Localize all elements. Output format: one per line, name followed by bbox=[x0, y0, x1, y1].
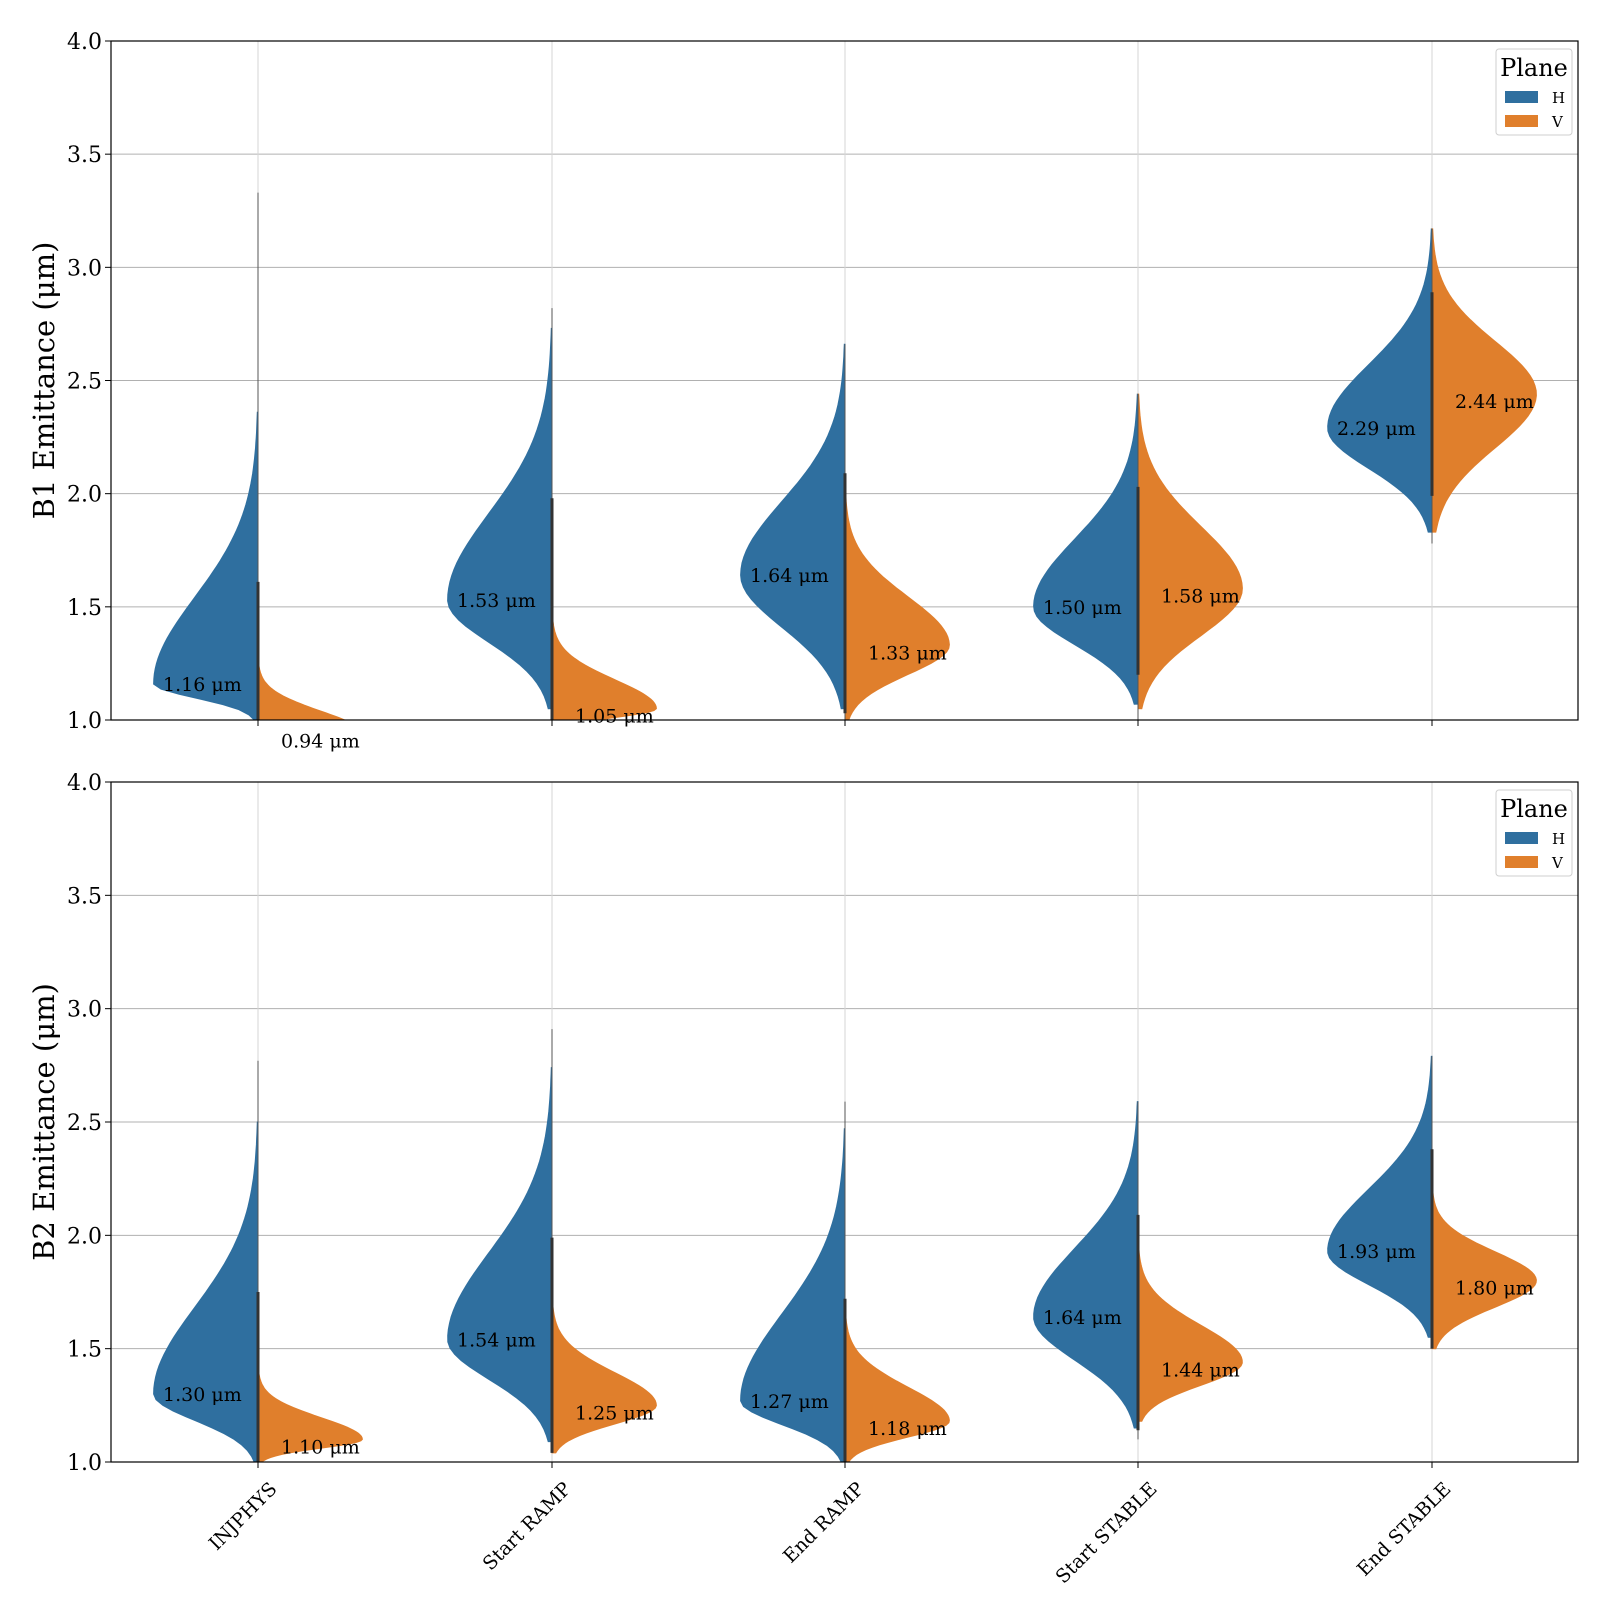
violin-v-5 bbox=[1431, 1189, 1537, 1350]
violin-v-4 bbox=[1137, 1246, 1243, 1422]
median-label: 1.93 μm bbox=[1337, 1241, 1416, 1263]
median-label: 2.44 μm bbox=[1455, 391, 1534, 413]
y-tick-label: 4.0 bbox=[67, 771, 102, 796]
median-label: 1.58 μm bbox=[1161, 586, 1240, 608]
median-label: 1.05 μm bbox=[575, 706, 654, 728]
y-tick-label: 1.0 bbox=[67, 1451, 102, 1476]
x-tick-label: INJPHYS bbox=[205, 1478, 282, 1555]
median-label: 1.30 μm bbox=[163, 1384, 242, 1406]
legend: Plane HV bbox=[1495, 48, 1573, 136]
legend-entry-v: V bbox=[1551, 113, 1564, 131]
median-label: 1.80 μm bbox=[1455, 1278, 1534, 1300]
median-label: 1.50 μm bbox=[1043, 597, 1122, 619]
violin-h-3 bbox=[740, 343, 846, 710]
panel-2: 1.0 1.5 2.0 2.5 3.0 3.5 4.0 1.30 μm 1.54 μm 1.27 … bbox=[27, 771, 1579, 1476]
violin-v-3 bbox=[844, 1314, 950, 1462]
x-tick-label: Start STABLE bbox=[1052, 1478, 1162, 1588]
violins bbox=[153, 1029, 1537, 1462]
violin-h-5 bbox=[1327, 228, 1433, 533]
median-label: 1.53 μm bbox=[457, 590, 536, 612]
x-tick-label: Start RAMP bbox=[479, 1478, 576, 1575]
legend-swatch-v bbox=[1505, 115, 1538, 127]
violin-v-1 bbox=[257, 662, 347, 720]
y-tick-label: 3.5 bbox=[67, 143, 102, 168]
median-label: 1.44 μm bbox=[1161, 1359, 1240, 1381]
violin-v-3 bbox=[844, 493, 950, 720]
legend-swatch-v bbox=[1505, 856, 1538, 868]
y-tick-label: 3.0 bbox=[67, 256, 102, 281]
panel-1: 1.0 1.5 2.0 2.5 3.0 3.5 4.0 1.16 μm 1.53 μm 1.64 … bbox=[27, 30, 1579, 753]
legend-swatch-h bbox=[1505, 91, 1538, 103]
y-tick-label: 2.5 bbox=[67, 1111, 102, 1136]
legend-entry-h: H bbox=[1552, 830, 1565, 848]
y-tick-label: 1.5 bbox=[67, 596, 102, 621]
x-tick-label: End STABLE bbox=[1353, 1478, 1456, 1581]
violin-v-4 bbox=[1137, 393, 1243, 710]
legend-title: Plane bbox=[1500, 54, 1568, 82]
median-label: 2.29 μm bbox=[1337, 418, 1416, 440]
median-label: 0.94 μm bbox=[281, 731, 360, 753]
median-label: 1.16 μm bbox=[163, 674, 242, 696]
median-label: 1.54 μm bbox=[457, 1330, 536, 1352]
violin-h-1 bbox=[153, 1121, 259, 1462]
y-tick-label: 2.5 bbox=[67, 370, 102, 395]
legend-title: Plane bbox=[1500, 795, 1568, 823]
violin-h-2 bbox=[447, 327, 553, 710]
violin-h-4 bbox=[1033, 1101, 1139, 1429]
violin-h-1 bbox=[153, 411, 259, 720]
violins bbox=[153, 192, 1537, 720]
y-tick-label: 2.0 bbox=[67, 1224, 102, 1249]
median-label: 1.27 μm bbox=[750, 1391, 829, 1413]
y-tick-label: 3.5 bbox=[67, 884, 102, 909]
violin-h-2 bbox=[447, 1067, 553, 1443]
legend-entry-h: H bbox=[1552, 89, 1565, 107]
median-label: 1.18 μm bbox=[868, 1418, 947, 1440]
y-axis-title: B1 Emittance (μm) bbox=[27, 242, 61, 520]
median-label: 1.33 μm bbox=[868, 642, 947, 664]
legend: Plane HV bbox=[1495, 789, 1573, 877]
violin-h-5 bbox=[1327, 1055, 1433, 1338]
y-tick-label: 1.0 bbox=[67, 709, 102, 734]
axes-frame bbox=[110, 781, 1579, 1463]
violin-v-2 bbox=[551, 617, 657, 720]
violin-v-1 bbox=[257, 1370, 363, 1462]
median-label: 1.25 μm bbox=[575, 1402, 654, 1424]
y-tick-label: 2.0 bbox=[67, 483, 102, 508]
violin-h-4 bbox=[1033, 393, 1139, 705]
violin-h-3 bbox=[740, 1128, 846, 1462]
axes-frame bbox=[110, 40, 1579, 721]
y-axis-title: B2 Emittance (μm) bbox=[27, 983, 61, 1261]
y-tick-label: 3.0 bbox=[67, 998, 102, 1023]
y-tick-label: 1.5 bbox=[67, 1338, 102, 1363]
violin-v-2 bbox=[551, 1302, 657, 1454]
median-label: 1.64 μm bbox=[750, 565, 829, 587]
y-tick-label: 4.0 bbox=[67, 30, 102, 55]
legend-swatch-h bbox=[1505, 832, 1538, 844]
violin-v-5 bbox=[1431, 228, 1537, 533]
median-label: 1.10 μm bbox=[281, 1436, 360, 1458]
median-label: 1.64 μm bbox=[1043, 1307, 1122, 1329]
x-tick-label: End RAMP bbox=[779, 1478, 869, 1568]
legend-entry-v: V bbox=[1551, 854, 1564, 872]
